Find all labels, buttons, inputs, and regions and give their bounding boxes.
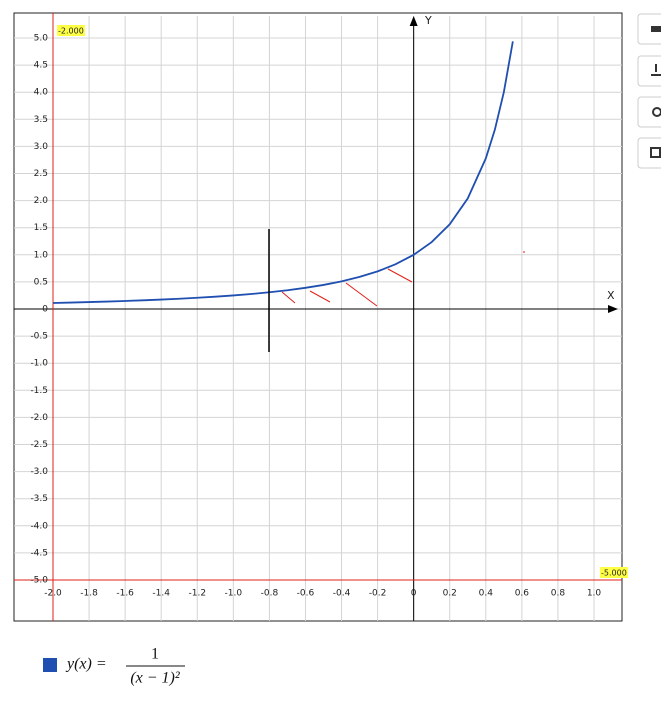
- print-button[interactable]: [637, 13, 661, 45]
- x-tick-label: -1.2: [188, 589, 206, 599]
- x-tick-label: 0.6: [515, 589, 530, 599]
- annotation: -2.000: [58, 27, 84, 36]
- annotation-bg: [600, 567, 628, 578]
- y-axis-label: Y: [424, 14, 432, 27]
- y-tick-label: 3.0: [34, 142, 49, 152]
- y-tick-label: -3.0: [30, 467, 48, 477]
- y-tick-label: 4.0: [34, 88, 49, 98]
- legend-swatch: [43, 658, 57, 672]
- toolbar: [637, 13, 661, 169]
- y-tick-label: -3.5: [30, 494, 48, 504]
- plot-frame: [13, 12, 623, 622]
- grid: [14, 16, 622, 621]
- x-tick-label: 0.2: [443, 589, 457, 599]
- x-axis-arrow: [608, 305, 618, 313]
- y-tick-label: 2.0: [34, 196, 49, 206]
- legend-numerator: 1: [151, 646, 159, 663]
- download-button[interactable]: [637, 55, 661, 87]
- y-tick-label: -2.5: [30, 440, 48, 450]
- hatch-marks: [281, 251, 525, 307]
- annotation-bg: [57, 25, 85, 36]
- x-tick-label: 0.8: [551, 589, 566, 599]
- y-tick-label: 3.5: [34, 115, 48, 125]
- x-tick-label: -1.4: [152, 589, 170, 599]
- y-tick-label: -0.5: [30, 332, 48, 342]
- y-tick-label: -1.5: [30, 386, 48, 396]
- y-tick-label: -2.0: [30, 413, 48, 423]
- annotation: -5.000: [601, 569, 627, 578]
- y-tick-label: 2.5: [34, 169, 48, 179]
- x-tick-label: -0.6: [297, 589, 315, 599]
- x-tick-label: -2.0: [44, 589, 62, 599]
- share-button[interactable]: [637, 137, 661, 169]
- x-tick-label: 0.4: [479, 589, 494, 599]
- y-tick-label: 0.5: [34, 277, 48, 287]
- x-tick-label: -0.8: [261, 589, 279, 599]
- y-tick-label: -1.0: [30, 359, 48, 369]
- x-tick-label: -1.6: [116, 589, 134, 599]
- y-tick-label: -5.0: [30, 576, 48, 586]
- y-tick-label: 1.5: [34, 223, 48, 233]
- link-button[interactable]: [637, 96, 661, 128]
- legend-denominator: (x − 1)²: [130, 670, 181, 687]
- y-tick-label: 4.5: [34, 61, 48, 71]
- y-tick-label: -4.0: [30, 521, 48, 531]
- y-tick-label: 1.0: [34, 250, 49, 260]
- legend-label: y(x) =: [65, 656, 107, 673]
- x-tick-label: 0: [411, 589, 417, 599]
- x-tick-label: -0.4: [333, 589, 351, 599]
- x-axis-label: X: [607, 289, 615, 302]
- x-tick-label: -1.8: [80, 589, 98, 599]
- x-tick-label: -1.0: [225, 589, 243, 599]
- y-tick-label: -4.5: [30, 548, 48, 558]
- y-tick-label: 0: [42, 305, 48, 315]
- y-tick-label: 5.0: [34, 34, 49, 44]
- x-tick-label: -0.2: [369, 589, 387, 599]
- marks: [14, 13, 622, 621]
- curve: [52, 41, 514, 304]
- x-tick-label: 1.0: [587, 589, 602, 599]
- y-axis-arrow: [409, 16, 418, 26]
